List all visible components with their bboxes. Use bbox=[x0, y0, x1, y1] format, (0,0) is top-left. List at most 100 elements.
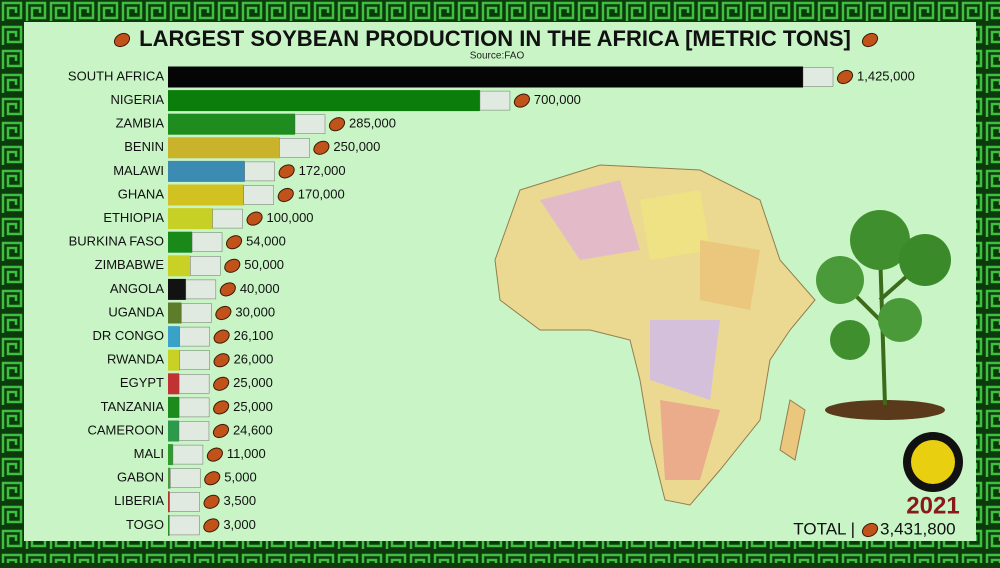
y-tick-label: MALI bbox=[134, 446, 164, 461]
bar bbox=[168, 278, 186, 300]
bar bbox=[168, 90, 480, 112]
flag-icon bbox=[178, 397, 210, 418]
flag-icon bbox=[179, 326, 210, 347]
bar bbox=[168, 444, 173, 466]
y-tick-label: NIGERIA bbox=[111, 92, 165, 107]
value-label: 172,000 bbox=[299, 163, 346, 178]
flag-icon bbox=[279, 138, 310, 158]
leaf-icon bbox=[206, 447, 223, 462]
value-label: 40,000 bbox=[240, 281, 280, 296]
bar bbox=[168, 66, 803, 88]
y-tick-label: TOGO bbox=[126, 517, 164, 532]
value-label: 25,000 bbox=[233, 399, 273, 414]
flag-icon bbox=[178, 421, 210, 441]
y-tick-label: BURKINA FASO bbox=[69, 234, 164, 249]
flag-icon bbox=[169, 492, 200, 512]
bar bbox=[168, 302, 182, 324]
y-tick-label: CAMEROON bbox=[87, 422, 164, 437]
bar bbox=[168, 467, 171, 489]
flag-icon bbox=[181, 303, 212, 323]
leaf-icon bbox=[219, 282, 236, 297]
plant bbox=[816, 210, 951, 420]
bar bbox=[168, 349, 180, 371]
bar bbox=[168, 231, 193, 253]
leaf-icon bbox=[213, 400, 230, 415]
value-label: 30,000 bbox=[235, 304, 275, 319]
y-tick-label: ZAMBIA bbox=[116, 116, 165, 131]
y-tick-label: DR CONGO bbox=[93, 328, 165, 343]
value-label: 26,000 bbox=[234, 352, 274, 367]
bar bbox=[168, 255, 191, 277]
leaf-icon bbox=[203, 518, 220, 533]
leaf-icon bbox=[212, 423, 230, 439]
bar bbox=[168, 208, 213, 230]
value-label: 170,000 bbox=[298, 186, 345, 201]
y-tick-label: ANGOLA bbox=[110, 281, 165, 296]
leaf-icon bbox=[836, 69, 854, 85]
leaf-icon bbox=[513, 93, 530, 108]
y-tick-label: GHANA bbox=[118, 186, 165, 201]
bar bbox=[168, 514, 170, 536]
value-label: 700,000 bbox=[534, 92, 581, 107]
y-tick-label: MALAWI bbox=[113, 163, 164, 178]
leaf-icon bbox=[224, 258, 241, 273]
flag-icon bbox=[479, 90, 511, 111]
leaf-icon bbox=[246, 211, 263, 226]
y-tick-label: UGANDA bbox=[108, 304, 164, 319]
bar bbox=[168, 396, 180, 418]
flag-icon bbox=[178, 374, 210, 394]
leaf-icon bbox=[278, 164, 295, 179]
value-label: 5,000 bbox=[224, 470, 257, 485]
flag-icon bbox=[190, 256, 221, 276]
y-tick-label: GABON bbox=[117, 470, 164, 485]
y-tick-label: SOUTH AFRICA bbox=[68, 68, 164, 83]
bar bbox=[168, 137, 280, 159]
bar bbox=[168, 491, 170, 513]
bar bbox=[168, 420, 179, 442]
total-value: 3,431,800 bbox=[880, 519, 956, 538]
value-label: 50,000 bbox=[244, 257, 284, 272]
leaf-icon bbox=[213, 376, 230, 391]
value-label: 285,000 bbox=[349, 116, 396, 131]
value-label: 11,000 bbox=[227, 446, 266, 461]
value-label: 54,000 bbox=[246, 234, 286, 249]
y-tick-label: BENIN bbox=[124, 139, 164, 154]
flag-icon bbox=[191, 232, 223, 252]
bar bbox=[168, 373, 180, 395]
leaf-icon bbox=[203, 494, 220, 509]
chart-subtitle: Source:FAO bbox=[470, 51, 525, 62]
value-label: 26,100 bbox=[234, 328, 274, 343]
y-tick-label: EGYPT bbox=[120, 375, 164, 390]
leaf-icon bbox=[313, 140, 330, 155]
y-tick-label: RWANDA bbox=[107, 352, 164, 367]
y-tick-label: LIBERIA bbox=[114, 493, 164, 508]
value-label: 100,000 bbox=[267, 210, 314, 225]
total-prefix: TOTAL | bbox=[793, 519, 855, 538]
flag-icon bbox=[179, 350, 210, 370]
flag-icon bbox=[172, 444, 204, 465]
leaf-icon bbox=[204, 471, 221, 486]
bar bbox=[168, 160, 245, 182]
value-label: 3,000 bbox=[223, 517, 256, 532]
y-tick-label: ETHIOPIA bbox=[103, 210, 164, 225]
flag-icon bbox=[169, 515, 200, 536]
flag-icon bbox=[244, 161, 275, 182]
flag-icon bbox=[243, 185, 275, 205]
bar bbox=[168, 113, 295, 135]
leaf-icon bbox=[226, 235, 243, 250]
leaf-icon bbox=[328, 117, 346, 132]
flag-icon bbox=[212, 208, 243, 229]
chart-title: LARGEST SOYBEAN PRODUCTION IN THE AFRICA… bbox=[139, 26, 851, 51]
leaf-icon bbox=[861, 522, 879, 538]
logo bbox=[903, 432, 963, 492]
year-label: 2021 bbox=[906, 492, 959, 519]
leaf-icon bbox=[213, 353, 230, 368]
value-label: 250,000 bbox=[333, 139, 380, 154]
value-label: 3,500 bbox=[224, 493, 257, 508]
value-label: 24,600 bbox=[233, 422, 273, 437]
y-tick-label: ZIMBABWE bbox=[95, 257, 165, 272]
leaf-icon bbox=[113, 32, 131, 48]
leaf-icon bbox=[861, 32, 879, 48]
